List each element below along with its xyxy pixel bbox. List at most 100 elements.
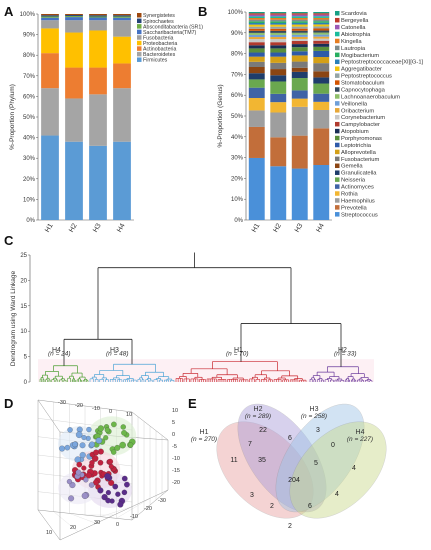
bar-segment-bacteroidetes bbox=[65, 98, 83, 142]
legend-swatch bbox=[335, 31, 340, 37]
venn-region-count: 204 bbox=[288, 477, 300, 484]
bar-segment-alloprevotella bbox=[248, 56, 265, 62]
bar-segment-leptotrichia bbox=[270, 52, 287, 57]
legend-label: Fusobacteria bbox=[143, 35, 174, 41]
venn-region-count: 0 bbox=[331, 442, 335, 449]
axis-tick-label: 10 bbox=[126, 412, 132, 418]
bar-segment-fusobacterium bbox=[270, 62, 287, 70]
bar-segment-lautropia bbox=[248, 19, 265, 22]
bar-segment-kingella bbox=[291, 17, 308, 20]
sample-point bbox=[107, 458, 114, 465]
bar-segment-lautropia bbox=[313, 19, 330, 22]
venn-region-count: 2 bbox=[288, 523, 292, 530]
bar-segment-peptostreptococcaceae-xi-g-1 bbox=[313, 22, 330, 25]
venn-set-ellipse bbox=[275, 403, 365, 513]
axis-tick-label: -30 bbox=[158, 498, 166, 504]
bar-segment-spirochaetes bbox=[89, 15, 107, 17]
legend-swatch bbox=[335, 115, 340, 120]
legend-swatch bbox=[335, 94, 340, 99]
bar-segment-actinomyces bbox=[270, 93, 287, 103]
bar-segment-capnocytophaga bbox=[248, 30, 265, 33]
bar-segment-neisseria bbox=[291, 78, 308, 91]
dendro-y-tick-label: 10 bbox=[20, 329, 27, 335]
legend-swatch bbox=[335, 212, 340, 217]
y-axis-label: %-Proportion (Phylum) bbox=[9, 84, 16, 150]
box-edge bbox=[37, 509, 133, 521]
dendro-y-axis-label: Dendrogram using Ward Linkage bbox=[10, 271, 17, 367]
bar-segment-stomatobaculum bbox=[248, 28, 265, 31]
legend-label: Gemella bbox=[341, 164, 363, 170]
bar-segment-veillonella bbox=[270, 34, 287, 38]
cluster-count-label: (n = 48) bbox=[106, 351, 129, 358]
bar-segment-alloprevotella bbox=[313, 57, 330, 64]
bar-segment-bacteroidetes bbox=[89, 94, 107, 146]
legend-swatch bbox=[137, 57, 142, 62]
y-tick-label: 60% bbox=[231, 93, 244, 99]
legend-swatch bbox=[335, 59, 340, 65]
bar-segment-peptostreptococcus bbox=[291, 26, 308, 29]
venn-set-name: H1 bbox=[200, 429, 209, 436]
bar-segment-actinobacteria bbox=[41, 53, 59, 89]
bar-segment-capnocytophaga bbox=[270, 30, 287, 33]
sample-point bbox=[121, 475, 128, 482]
bar-segment-kingella bbox=[270, 17, 287, 20]
sample-point bbox=[79, 442, 86, 449]
y-tick-label: 40% bbox=[231, 135, 244, 141]
axis-tick-label: -5 bbox=[172, 444, 177, 450]
y-tick-label: 30% bbox=[23, 156, 36, 162]
bar-segment-abiotrophia bbox=[291, 16, 308, 18]
y-tick-label: 60% bbox=[23, 94, 36, 100]
legend-label: Peptostreptococcaceae[XI][G-1] bbox=[341, 60, 424, 66]
legend-label: Lachnoanaerobaculum bbox=[341, 94, 400, 100]
panel-label-a: A bbox=[4, 4, 14, 19]
bar-segment-spirochaetes bbox=[41, 15, 59, 17]
legend-label: Actinomyces bbox=[341, 185, 374, 191]
legend-swatch bbox=[335, 17, 340, 23]
dendro-y-tick-label: 0 bbox=[24, 380, 28, 386]
bar-segment-prevotella bbox=[248, 126, 265, 158]
x-tick-label: H3 bbox=[92, 222, 103, 233]
x-tick-label: H2 bbox=[68, 222, 79, 233]
bar-segment-granulicatella bbox=[270, 75, 287, 82]
y-tick-label: 0% bbox=[26, 218, 35, 224]
bar-segment-lachnoanaerobaculum bbox=[291, 32, 308, 35]
legend-label: Bacteroidetes bbox=[143, 52, 176, 58]
y-tick-label: 90% bbox=[231, 31, 244, 37]
bar-segment-lachnoanaerobaculum bbox=[270, 32, 287, 35]
y-tick-label: 10% bbox=[231, 197, 244, 203]
sample-point bbox=[59, 445, 65, 452]
legend-swatch bbox=[335, 108, 340, 113]
bar-segment-proteobacteria bbox=[89, 30, 107, 68]
sample-point bbox=[74, 456, 81, 463]
bar-segment-porphyromonas bbox=[248, 48, 265, 53]
y-tick-label: 90% bbox=[23, 33, 36, 39]
legend-label: Kingella bbox=[341, 39, 362, 45]
bar-segment-capnocytophaga bbox=[313, 30, 330, 33]
bar-segment-scardovia bbox=[313, 12, 330, 14]
bar-segment-scardovia bbox=[248, 12, 265, 14]
bar-segment-prevotella bbox=[270, 137, 287, 167]
bar-segment-leptotrichia bbox=[248, 52, 265, 57]
bar-segment-fusobacteria bbox=[113, 20, 131, 37]
legend-swatch bbox=[137, 18, 142, 24]
bar-segment-corynebacterium bbox=[291, 38, 308, 42]
venn-set-count: (n = 227) bbox=[347, 436, 373, 443]
bar-segment-mogibacterium bbox=[291, 21, 308, 23]
legend-label: Fusobacterium bbox=[341, 157, 380, 163]
cluster-name-label: H3 bbox=[110, 347, 119, 354]
x-tick-label: H1 bbox=[44, 222, 55, 233]
bar-segment-firmicutes bbox=[89, 145, 107, 220]
bar-segment-bacteroidetes bbox=[41, 88, 59, 136]
sample-point bbox=[111, 449, 117, 455]
sample-point bbox=[111, 421, 117, 428]
bar-segment-synergistetes bbox=[113, 14, 131, 16]
bar-segment-oribacterium bbox=[270, 37, 287, 40]
legend-swatch bbox=[335, 184, 340, 189]
bar-segment-lautropia bbox=[291, 19, 308, 22]
sample-point bbox=[81, 492, 89, 499]
legend-label: Peptostreptococcus bbox=[341, 74, 392, 80]
bar-segment-actinobacteria bbox=[65, 67, 83, 99]
bar-segment-corynebacterium bbox=[270, 39, 287, 43]
venn-set-count: (n = 270) bbox=[191, 436, 217, 443]
bar-segment-kingella bbox=[248, 17, 265, 20]
